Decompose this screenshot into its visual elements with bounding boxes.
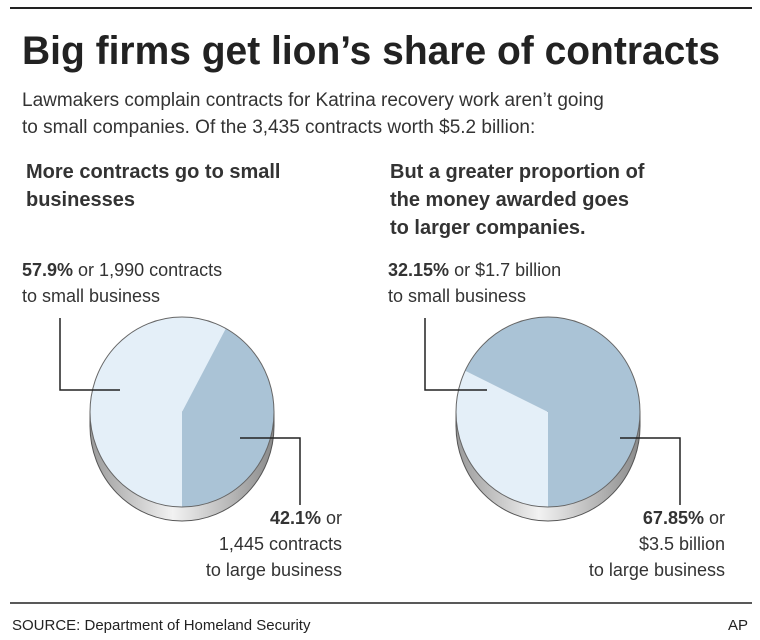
- slice-label: 57.9% or 1,990 contracts: [22, 260, 222, 280]
- slice-note: to large business: [589, 560, 725, 580]
- leader-line: [59, 318, 120, 391]
- leader-line: [424, 318, 487, 391]
- slice-note: or: [709, 508, 725, 528]
- slice-note: to large business: [206, 560, 342, 580]
- slice-label: 42.1% or: [270, 508, 342, 528]
- slice-note: to small business: [388, 286, 526, 306]
- pie-outline: [89, 316, 275, 508]
- chart-title: But a greater proportion of: [390, 161, 645, 183]
- slice-label: 67.85% or: [643, 508, 725, 528]
- value-label: 67.85%: [643, 508, 704, 528]
- chart-title: the money awarded goes: [390, 189, 629, 211]
- value-label: 32.15%: [388, 260, 449, 280]
- slice-note: to small business: [22, 286, 160, 306]
- pie-slice: [182, 328, 275, 507]
- leader-line: [240, 437, 301, 505]
- slice-note: $3.5 billion: [639, 534, 725, 554]
- chart-title: More contracts go to small: [26, 161, 281, 183]
- slice-note: or: [326, 508, 342, 528]
- headline: Big firms get lion’s share of contracts: [22, 29, 720, 73]
- source: SOURCE: Department of Homeland Security: [12, 617, 311, 634]
- credit: AP: [728, 617, 748, 634]
- value-label: 42.1%: [270, 508, 321, 528]
- chart-title: businesses: [26, 189, 135, 211]
- slice-label: 32.15% or $1.7 billion: [388, 260, 561, 280]
- slice-note: or $1.7 billion: [454, 260, 561, 280]
- intro-line: Lawmakers complain contracts for Katrina…: [22, 90, 604, 111]
- value-label: 57.9%: [22, 260, 73, 280]
- pie-slice: [455, 370, 548, 507]
- leader-line: [620, 437, 681, 505]
- slice-note: or 1,990 contracts: [78, 260, 222, 280]
- pie-outline: [455, 316, 641, 508]
- chart-title: to larger companies.: [390, 217, 586, 239]
- pie-slice: [465, 317, 641, 507]
- slice-note: 1,445 contracts: [219, 534, 342, 554]
- intro-line: to small companies. Of the 3,435 contrac…: [22, 117, 535, 138]
- pie-slice: [90, 317, 226, 507]
